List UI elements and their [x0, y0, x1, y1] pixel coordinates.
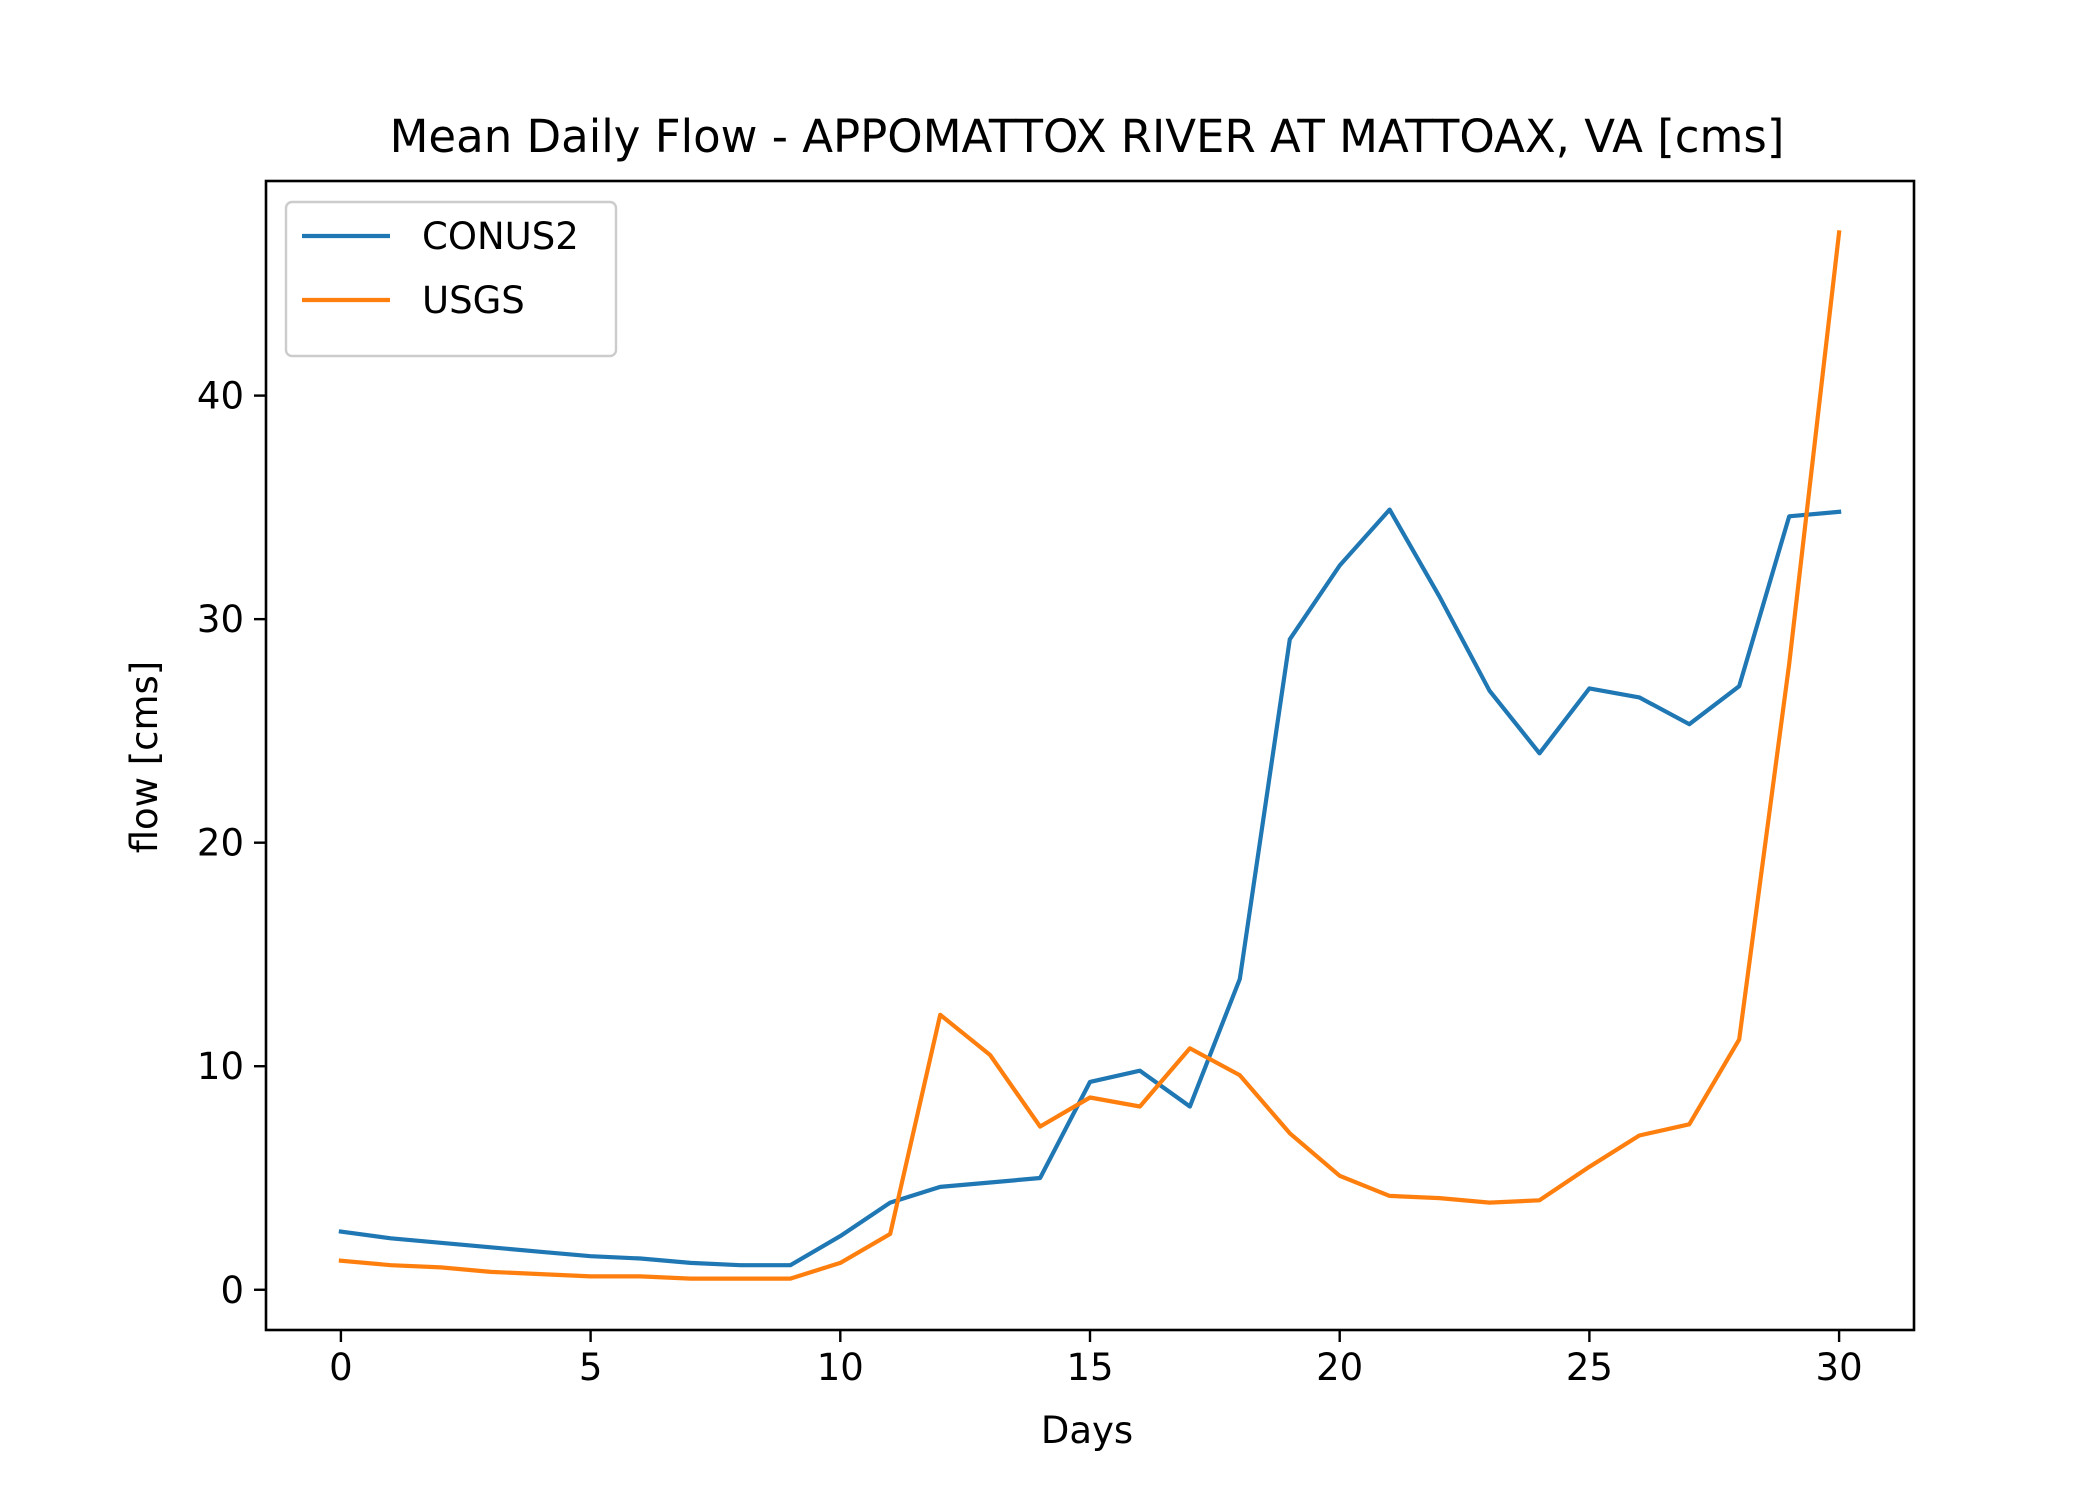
y-tick-label: 30	[197, 598, 244, 641]
chart-title: Mean Daily Flow - APPOMATTOX RIVER AT MA…	[390, 110, 1785, 163]
x-axis-label: Days	[1041, 1409, 1133, 1452]
axis-ticks: 0 5 10 15 20 25 30 0 10 20 30 40	[197, 375, 1863, 1389]
x-tick-label: 10	[817, 1346, 864, 1389]
x-tick-label: 0	[329, 1346, 353, 1389]
y-tick-label: 40	[197, 375, 244, 418]
y-axis-label: flow [cms]	[123, 661, 166, 854]
series-line-conus2	[338, 507, 1842, 1268]
x-tick-label: 30	[1816, 1346, 1863, 1389]
x-tick-label: 5	[579, 1346, 603, 1389]
legend-label-usgs: USGS	[422, 279, 525, 322]
x-tick-label: 25	[1566, 1346, 1613, 1389]
legend-box	[284, 200, 618, 358]
x-tick-label: 15	[1066, 1346, 1113, 1389]
y-tick-label: 0	[220, 1269, 244, 1312]
y-tick-label: 10	[197, 1045, 244, 1088]
y-tick-label: 20	[197, 822, 244, 865]
series-line-usgs	[338, 230, 1842, 1281]
legend: CONUS2 USGS	[284, 200, 618, 358]
legend-label-conus2: CONUS2	[422, 215, 579, 258]
x-tick-label: 20	[1316, 1346, 1363, 1389]
